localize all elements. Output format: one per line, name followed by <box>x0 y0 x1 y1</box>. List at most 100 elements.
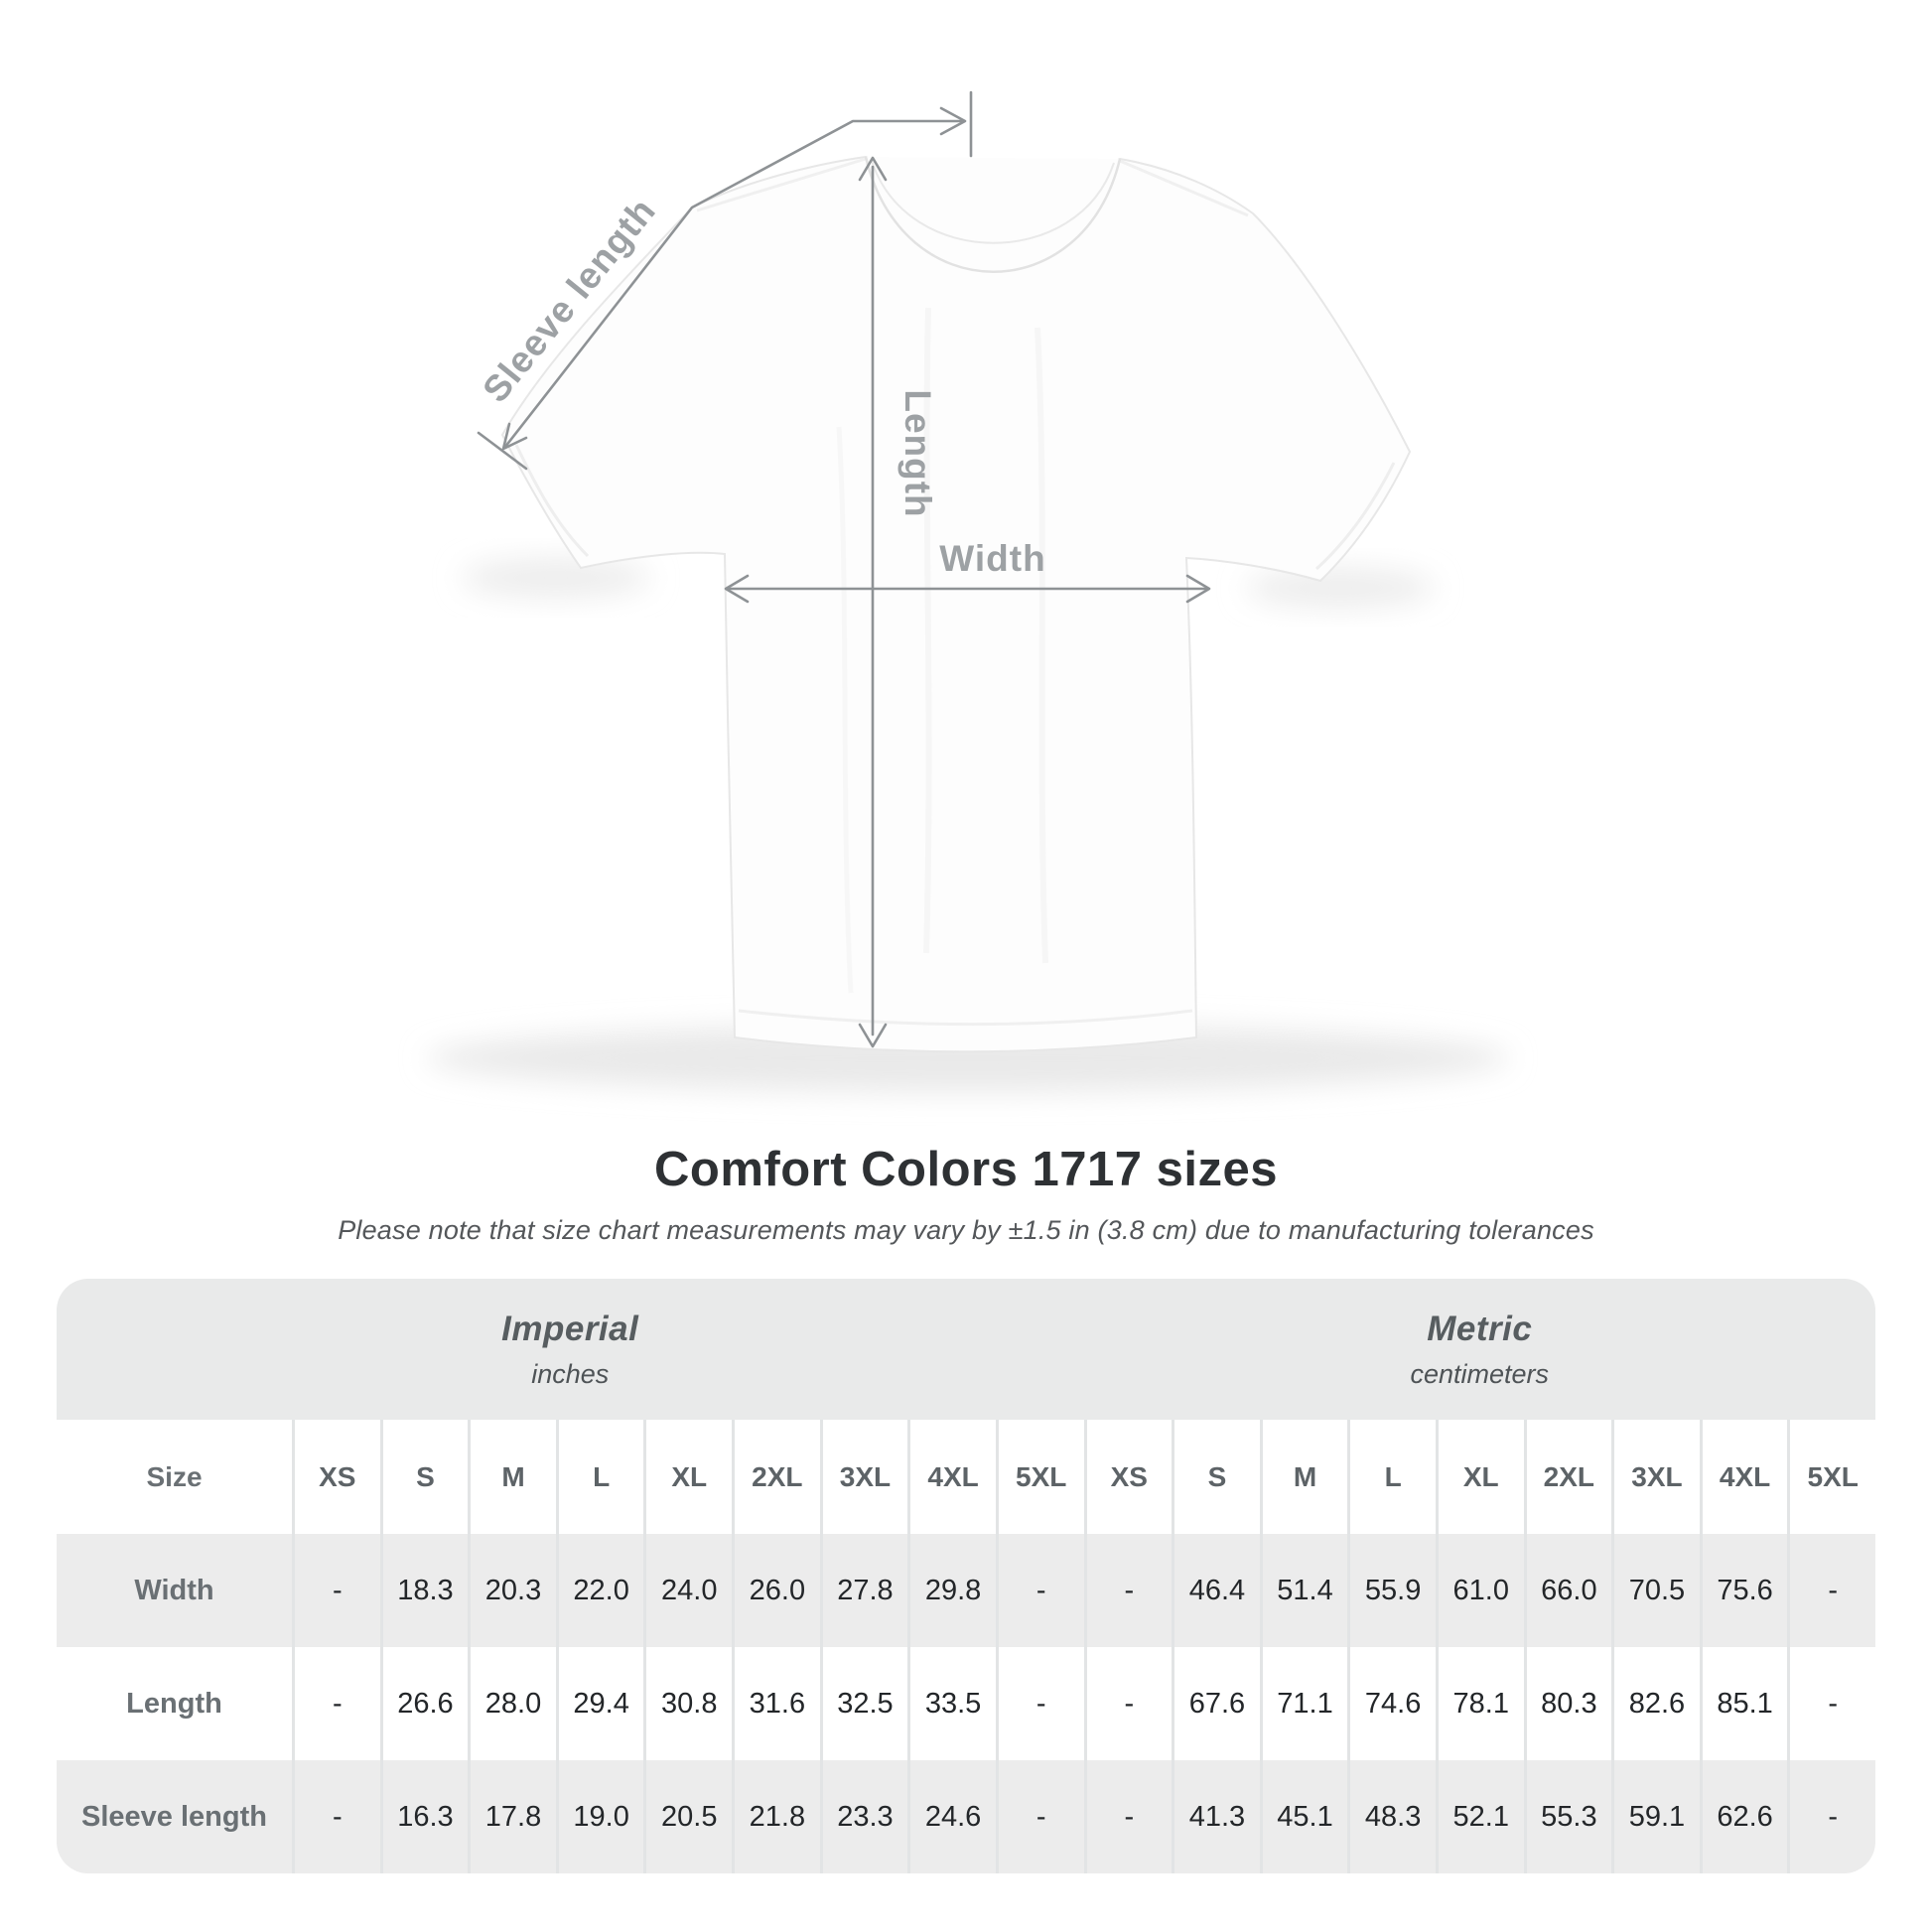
length-arrowhead-bottom <box>858 1023 888 1048</box>
value-cell-metric: 80.3 <box>1523 1647 1612 1760</box>
value-cell-imperial: 28.0 <box>468 1647 556 1760</box>
imperial-title: Imperial <box>501 1309 639 1348</box>
value-cell-imperial: 26.0 <box>732 1534 820 1647</box>
value-cell-metric: 67.6 <box>1172 1647 1260 1760</box>
value-cell-metric: - <box>1083 1760 1173 1873</box>
size-header-imperial: M <box>468 1420 556 1534</box>
length-arrowhead-top <box>858 156 888 182</box>
value-cell-imperial: 27.8 <box>819 1534 908 1647</box>
size-header-metric: 4XL <box>1699 1420 1788 1534</box>
row-label: Width <box>134 1574 214 1606</box>
value-cell-metric: 78.1 <box>1435 1647 1524 1760</box>
page-title: Comfort Colors 1717 sizes <box>654 1143 1278 1196</box>
value-cell-imperial: 21.8 <box>732 1760 820 1873</box>
sleeve-length-arrowhead-tip <box>501 422 528 451</box>
value-cell-metric: 62.6 <box>1699 1760 1788 1873</box>
size-header-metric: 5XL <box>1787 1420 1875 1534</box>
value-cell-imperial: - <box>292 1647 380 1760</box>
value-cell-imperial: 32.5 <box>819 1647 908 1760</box>
size-header-imperial: 4XL <box>907 1420 996 1534</box>
imperial-section-header: Imperial inches <box>57 1279 1084 1420</box>
metric-title: Metric <box>1427 1309 1533 1348</box>
value-cell-imperial: 24.0 <box>643 1534 732 1647</box>
width-arrowhead-right <box>1185 574 1211 604</box>
value-cell-imperial: 24.6 <box>907 1760 996 1873</box>
value-cell-metric: 59.1 <box>1611 1760 1700 1873</box>
size-column-header: Size <box>146 1460 203 1492</box>
row-label: Length <box>126 1687 222 1720</box>
value-cell-metric: - <box>1787 1760 1875 1873</box>
value-cell-metric: - <box>1787 1534 1875 1647</box>
unit-band: Imperial inches Metric centimeters <box>57 1279 1875 1420</box>
measurement-arrows <box>477 90 1211 1048</box>
table-row-length: Length -26.6 28.0 29.4 30.8 31.6 32.5 33.5- -67.… <box>57 1647 1875 1760</box>
size-header-metric: 2XL <box>1523 1420 1612 1534</box>
value-cell-metric: 41.3 <box>1172 1760 1260 1873</box>
table-row-width: Width -18.3 20.3 22.0 24.0 26.0 27.8 29.8- -46.4… <box>57 1534 1875 1647</box>
size-header-imperial: XL <box>643 1420 732 1534</box>
value-cell-imperial: 16.3 <box>379 1760 469 1873</box>
shirt-shadow <box>427 558 1509 1092</box>
value-cell-imperial: 22.0 <box>555 1534 644 1647</box>
value-cell-metric: 75.6 <box>1699 1534 1788 1647</box>
value-cell-metric: 85.1 <box>1699 1647 1788 1760</box>
value-cell-imperial: 18.3 <box>379 1534 469 1647</box>
value-cell-imperial: 20.5 <box>643 1760 732 1873</box>
metric-section-header: Metric centimeters <box>1084 1279 1876 1420</box>
sleeve-length-end-tick <box>477 431 528 471</box>
value-cell-metric: 70.5 <box>1611 1534 1700 1647</box>
value-cell-imperial: 19.0 <box>555 1760 644 1873</box>
value-cell-imperial: 29.8 <box>907 1534 996 1647</box>
value-cell-imperial: - <box>995 1534 1084 1647</box>
size-header-imperial: L <box>555 1420 644 1534</box>
value-cell-imperial: 31.6 <box>732 1647 820 1760</box>
value-cell-imperial: 17.8 <box>468 1760 556 1873</box>
table-body: Width -18.3 20.3 22.0 24.0 26.0 27.8 29.8- -46.4… <box>57 1534 1875 1873</box>
value-cell-imperial: 26.6 <box>379 1647 469 1760</box>
size-header-imperial: 5XL <box>995 1420 1084 1534</box>
value-cell-metric: 66.0 <box>1523 1534 1612 1647</box>
size-header-metric: XS <box>1083 1420 1173 1534</box>
page-subtitle: Please note that size chart measurements… <box>338 1215 1594 1245</box>
length-label: Length <box>897 389 938 517</box>
width-arrowhead-left <box>724 574 750 604</box>
value-cell-metric: 46.4 <box>1172 1534 1260 1647</box>
width-label: Width <box>939 538 1045 579</box>
tshirt-body <box>500 155 1412 1053</box>
value-cell-imperial: 23.3 <box>819 1760 908 1873</box>
value-cell-metric: 52.1 <box>1435 1760 1524 1873</box>
tshirt-measurement-diagram: Sleeve length Length Width <box>427 90 1509 1092</box>
size-header-metric: 3XL <box>1611 1420 1700 1534</box>
value-cell-imperial: 33.5 <box>907 1647 996 1760</box>
value-cell-metric: 71.1 <box>1259 1647 1348 1760</box>
size-header-imperial: 2XL <box>732 1420 820 1534</box>
tshirt-collar <box>864 156 1122 273</box>
value-cell-metric: - <box>1083 1534 1173 1647</box>
value-cell-imperial: 30.8 <box>643 1647 732 1760</box>
size-header-metric: M <box>1259 1420 1348 1534</box>
value-cell-metric: - <box>1083 1647 1173 1760</box>
value-cell-imperial: - <box>292 1534 380 1647</box>
value-cell-metric: 45.1 <box>1259 1760 1348 1873</box>
value-cell-imperial: - <box>995 1760 1084 1873</box>
table-row-sleeve-length: Sleeve length -16.3 17.8 19.0 20.5 21.8 23.3 24… <box>57 1760 1875 1873</box>
sleeve-length-arrowhead-right <box>939 106 967 136</box>
value-cell-metric: 74.6 <box>1347 1647 1436 1760</box>
size-header-imperial: 3XL <box>819 1420 908 1534</box>
size-header-metric: L <box>1347 1420 1436 1534</box>
value-cell-imperial: - <box>995 1647 1084 1760</box>
imperial-unit: inches <box>531 1358 610 1389</box>
value-cell-metric: 48.3 <box>1347 1760 1436 1873</box>
value-cell-metric: - <box>1787 1647 1875 1760</box>
value-cell-imperial: 20.3 <box>468 1534 556 1647</box>
size-header-imperial: S <box>379 1420 469 1534</box>
size-table: Imperial inches Metric centimeters Size X… <box>57 1279 1875 1873</box>
value-cell-metric: 82.6 <box>1611 1647 1700 1760</box>
size-header-imperial: XS <box>292 1420 380 1534</box>
metric-unit: centimeters <box>1410 1358 1550 1389</box>
size-header-metric: S <box>1172 1420 1260 1534</box>
value-cell-imperial: 29.4 <box>555 1647 644 1760</box>
caption-block: Comfort Colors 1717 sizes Please note th… <box>0 1142 1932 1246</box>
value-cell-metric: 51.4 <box>1259 1534 1348 1647</box>
value-cell-metric: 55.9 <box>1347 1534 1436 1647</box>
